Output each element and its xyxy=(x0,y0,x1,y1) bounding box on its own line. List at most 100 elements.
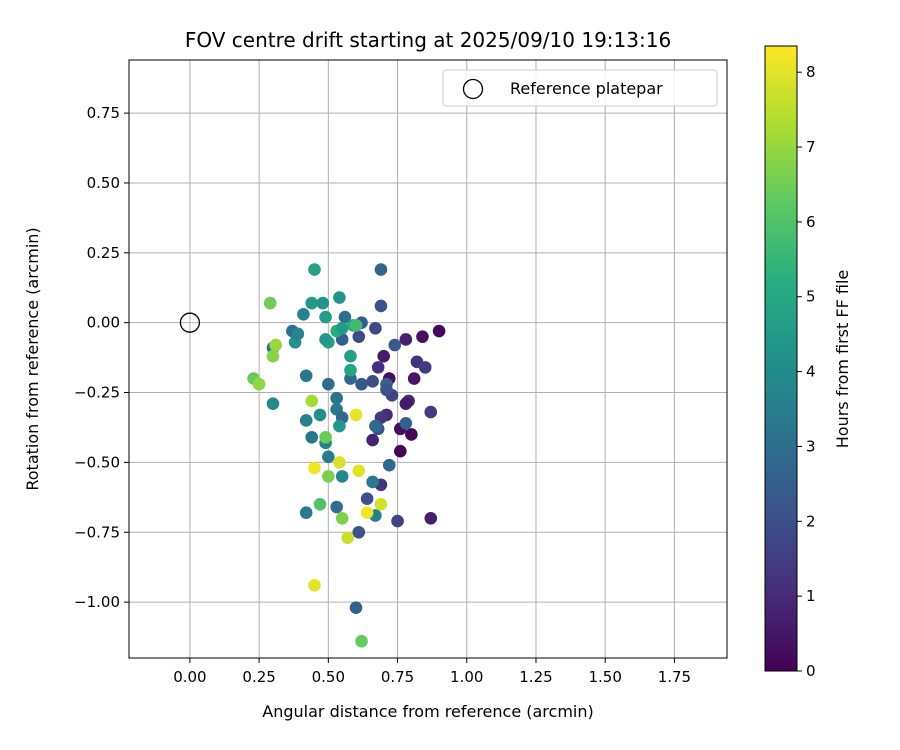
legend-marker-open-circle xyxy=(462,78,484,100)
y-axis-label: Rotation from reference (arcmin) xyxy=(23,227,42,490)
data-point xyxy=(335,511,349,525)
y-tick-label: 0.50 xyxy=(87,174,120,192)
grid-lines xyxy=(129,60,727,658)
legend: Reference platepar xyxy=(442,69,718,107)
y-tick-label: −0.75 xyxy=(74,523,120,541)
data-point xyxy=(369,321,382,335)
data-point xyxy=(399,397,413,411)
colorbar xyxy=(764,45,798,672)
x-axis-label: Angular distance from reference (arcmin) xyxy=(262,702,593,721)
data-point xyxy=(366,375,379,388)
data-point xyxy=(369,419,382,433)
data-point xyxy=(299,414,313,427)
data-point xyxy=(344,349,357,363)
data-point xyxy=(319,430,332,444)
y-tick-label: −1.00 xyxy=(74,593,120,611)
data-point xyxy=(374,299,388,313)
data-point xyxy=(355,377,368,391)
data-point xyxy=(405,428,418,441)
data-point xyxy=(416,330,429,343)
data-point xyxy=(263,296,277,310)
colorbar-tick-label: 4 xyxy=(806,363,816,381)
reference-marker xyxy=(179,312,201,333)
chart-title: FOV centre drift starting at 2025/09/10 … xyxy=(185,28,671,52)
data-point xyxy=(335,470,349,483)
colorbar-ticks: 0 1 2 3 4 5 6 7 8 xyxy=(797,63,816,680)
data-point xyxy=(308,579,321,592)
colorbar-tick-label: 5 xyxy=(806,288,816,306)
data-point xyxy=(269,338,283,352)
legend-label: Reference platepar xyxy=(510,79,663,98)
y-tick-label: 0.25 xyxy=(87,244,120,262)
data-point xyxy=(360,506,374,519)
data-point xyxy=(349,319,363,332)
data-point xyxy=(333,456,346,469)
colorbar-tick-label: 1 xyxy=(806,587,816,605)
data-point xyxy=(252,377,266,391)
data-point xyxy=(305,430,319,444)
colorbar-tick-label: 2 xyxy=(806,512,816,530)
data-point xyxy=(291,327,305,341)
x-axis-ticks: 0.00 0.25 0.50 0.75 1.00 1.25 1.50 1.75 xyxy=(173,658,691,686)
y-tick-label: 0.75 xyxy=(87,104,120,122)
colorbar-tick-label: 6 xyxy=(806,213,816,231)
data-point xyxy=(407,372,421,385)
y-tick-label: 0.00 xyxy=(87,314,120,332)
data-point xyxy=(297,307,310,321)
data-point xyxy=(360,492,374,506)
data-point xyxy=(366,433,379,447)
data-point xyxy=(299,506,313,519)
data-point xyxy=(399,416,413,430)
data-point xyxy=(352,525,366,539)
data-point xyxy=(322,470,335,483)
data-point xyxy=(355,634,368,648)
colorbar-tick-label: 0 xyxy=(806,662,816,680)
x-tick-label: 1.00 xyxy=(450,668,483,686)
data-point xyxy=(391,514,404,528)
data-point xyxy=(299,369,313,383)
data-point xyxy=(399,333,413,346)
data-point xyxy=(333,419,346,433)
data-point xyxy=(380,383,393,397)
data-point xyxy=(366,475,379,489)
data-point xyxy=(344,363,357,377)
data-point xyxy=(352,330,366,343)
data-point xyxy=(394,444,407,458)
data-point xyxy=(349,601,363,615)
y-axis-ticks: 0.75 0.50 0.25 0.00 −0.25 −0.50 −0.75 −1.00 xyxy=(74,104,129,611)
data-point xyxy=(322,450,335,464)
data-point xyxy=(305,394,319,408)
colorbar-tick-label: 8 xyxy=(806,63,816,81)
x-tick-label: 0.50 xyxy=(312,668,345,686)
y-tick-label: −0.25 xyxy=(74,384,120,402)
data-point xyxy=(335,321,349,335)
data-point xyxy=(308,263,321,276)
data-point xyxy=(382,458,396,472)
x-tick-label: 0.75 xyxy=(381,668,414,686)
data-point xyxy=(371,361,385,374)
data-point xyxy=(313,408,327,422)
data-point xyxy=(333,291,346,304)
plot-frame xyxy=(128,59,728,659)
colorbar-tick-label: 7 xyxy=(806,138,816,156)
data-point xyxy=(313,498,327,511)
data-point xyxy=(424,511,438,525)
data-point xyxy=(349,408,363,422)
data-point xyxy=(330,391,343,405)
data-point xyxy=(341,531,355,545)
colorbar-tick-label: 3 xyxy=(806,437,816,455)
data-point xyxy=(316,296,330,310)
data-point xyxy=(319,333,332,346)
data-point xyxy=(322,377,335,391)
data-point xyxy=(432,324,446,338)
data-point xyxy=(352,464,366,478)
data-point xyxy=(374,263,388,276)
data-point xyxy=(338,310,352,324)
reference-platepar-point xyxy=(179,312,201,333)
x-tick-label: 1.75 xyxy=(658,668,691,686)
data-point xyxy=(319,310,332,324)
colorbar-label: Hours from first FF file xyxy=(833,270,852,449)
data-point xyxy=(424,405,438,419)
data-point xyxy=(374,498,388,511)
